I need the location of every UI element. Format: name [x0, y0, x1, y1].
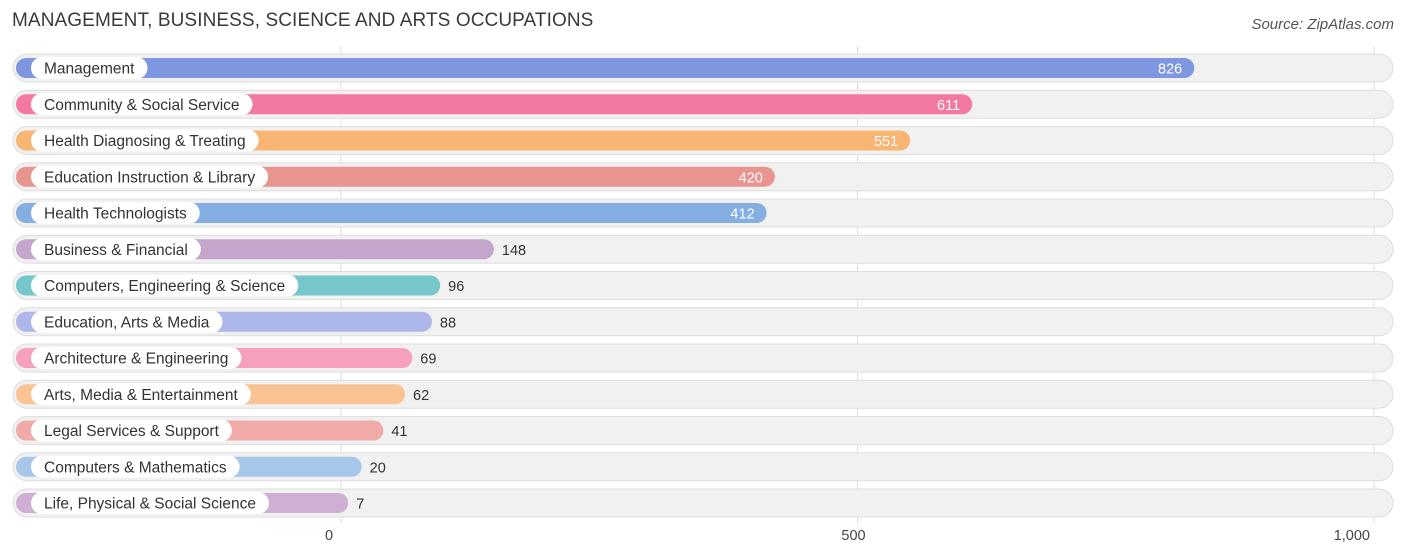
bar-row: Legal Services & Support 41 — [12, 416, 1394, 445]
bar-row: Management 826 — [12, 53, 1394, 83]
category-label-bg — [31, 347, 242, 369]
chart-title: MANAGEMENT, BUSINESS, SCIENCE AND ARTS O… — [12, 10, 594, 31]
bar — [16, 203, 767, 223]
category-label: Education Instruction & Library — [44, 169, 255, 186]
bar-row: Health Technologists 412 — [12, 198, 1394, 228]
category-label: Business & Financial — [44, 242, 188, 259]
bar-row: Computers & Mathematics 20 — [12, 452, 1394, 482]
value-label: 7 — [356, 497, 364, 513]
category-label-bg — [31, 202, 200, 224]
category-label: Management — [44, 61, 135, 78]
category-label: Arts, Media & Entertainment — [44, 387, 239, 404]
bar-row: Arts, Media & Entertainment 62 — [12, 379, 1394, 409]
category-label-bg — [31, 129, 259, 152]
category-label: Computers & Mathematics — [44, 459, 227, 476]
category-label-bg — [31, 455, 240, 478]
bar-row: Life, Physical & Social Science 7 — [12, 488, 1394, 518]
value-label: 826 — [1158, 62, 1182, 78]
x-tick-label: 1,000 — [1334, 528, 1370, 544]
category-label: Architecture & Engineering — [44, 351, 228, 368]
value-label: 62 — [413, 388, 429, 404]
value-label: 96 — [448, 279, 464, 295]
category-label-bg — [31, 93, 253, 116]
category-label: Health Diagnosing & Treating — [44, 133, 246, 150]
bar-row: Computers, Engineering & Science 96 — [12, 271, 1394, 300]
row-track — [12, 488, 1394, 518]
value-label: 88 — [440, 315, 456, 331]
value-label: 41 — [391, 424, 407, 440]
category-label-bg — [31, 419, 232, 442]
value-label: 420 — [739, 170, 763, 186]
category-label-bg — [31, 383, 251, 406]
value-label: 412 — [730, 207, 754, 223]
category-label: Computers, Engineering & Science — [44, 278, 285, 295]
bar-row: Education Instruction & Library 420 — [12, 162, 1394, 192]
value-label: 551 — [874, 134, 898, 150]
value-label: 611 — [937, 98, 960, 114]
bar — [16, 94, 973, 115]
x-tick-label: 0 — [325, 528, 333, 544]
category-label: Life, Physical & Social Science — [44, 496, 256, 513]
category-label-bg — [31, 274, 299, 297]
bar-row: Business & Financial 148 — [12, 234, 1394, 264]
x-tick-label: 500 — [841, 528, 865, 544]
category-label-bg — [31, 492, 269, 514]
bar-row: Education, Arts & Media 88 — [12, 307, 1394, 337]
bar-row: Community & Social Service 611 — [12, 89, 1394, 119]
value-label: 69 — [420, 352, 436, 368]
bar-row: Architecture & Engineering 69 — [12, 343, 1394, 373]
bar-row: Health Diagnosing & Treating 551 — [12, 126, 1394, 155]
value-label: 20 — [370, 460, 386, 476]
category-label-bg — [31, 165, 269, 188]
category-label-bg — [31, 238, 201, 261]
value-label: 148 — [502, 243, 526, 259]
category-label: Community & Social Service — [44, 97, 240, 114]
category-label-bg — [31, 310, 223, 333]
category-label: Health Technologists — [44, 206, 187, 223]
category-label-bg — [31, 57, 148, 79]
source-label: Source: ZipAtlas.com — [1251, 16, 1394, 33]
category-label: Legal Services & Support — [44, 423, 220, 440]
bar — [16, 58, 1195, 78]
category-label: Education, Arts & Media — [44, 314, 210, 331]
